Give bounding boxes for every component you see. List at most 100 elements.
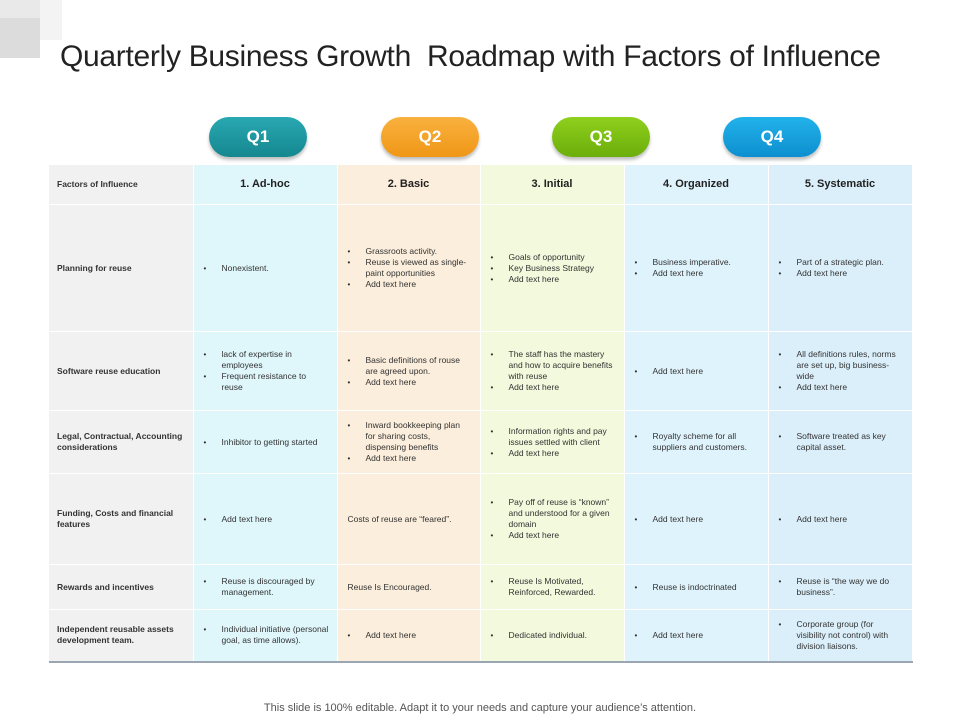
- list-item: Software treated as key capital asset.: [779, 431, 904, 453]
- list-item: Add text here: [348, 630, 472, 641]
- factor-cell: Legal, Contractual, Accounting considera…: [49, 410, 194, 474]
- table-cell: The staff has the mastery and how to acq…: [480, 331, 625, 411]
- bullet-list: Reuse is discouraged by management.: [202, 576, 329, 598]
- list-item: Add text here: [491, 274, 616, 285]
- bullet-list: Individual initiative (personal goal, as…: [202, 624, 329, 646]
- list-item: Add text here: [779, 268, 904, 279]
- list-item: Add text here: [779, 382, 904, 393]
- list-item: Reuse is viewed as single-paint opportun…: [348, 257, 472, 279]
- list-item: Information rights and pay issues settle…: [491, 426, 616, 448]
- table-cell: Individual initiative (personal goal, as…: [193, 609, 338, 663]
- list-item: Grassroots activity.: [348, 246, 472, 257]
- bullet-list: Part of a strategic plan.Add text here: [777, 257, 904, 279]
- bullet-list: Corporate group (for visibility not cont…: [777, 619, 904, 652]
- list-item: Reuse is indoctrinated: [635, 582, 760, 593]
- factor-cell: Funding, Costs and financial features: [49, 473, 194, 565]
- table-cell: All definitions rules, norms are set up,…: [768, 331, 913, 411]
- table-cell: Reuse Is Encouraged.: [337, 564, 481, 610]
- factor-header: Factors of Influence: [49, 165, 194, 205]
- cell-text: Reuse Is Encouraged.: [347, 581, 432, 592]
- bullet-list: Royalty scheme for all suppliers and cus…: [633, 431, 760, 453]
- bullet-list: Basic definitions of rouse are agreed up…: [346, 355, 472, 388]
- bullet-list: Add text here: [777, 514, 904, 525]
- list-item: Reuse Is Motivated, Reinforced, Rewarded…: [491, 576, 616, 598]
- table-cell: Add text here: [624, 609, 769, 663]
- bullet-list: Add text here: [346, 630, 472, 641]
- list-item: Frequent resistance to reuse: [204, 371, 329, 393]
- stage-header: 4. Organized: [624, 165, 769, 205]
- list-item: Dedicated individual.: [491, 630, 616, 641]
- table-row: Planning for reuse Nonexistent. Grassroots…: [49, 204, 913, 332]
- table-cell: Reuse is “the way we do business”.: [768, 564, 913, 610]
- list-item: Add text here: [204, 514, 329, 525]
- bullet-list: Information rights and pay issues settle…: [489, 426, 616, 459]
- table-cell: Basic definitions of rouse are agreed up…: [337, 331, 481, 411]
- table-cell: Add text here: [768, 473, 913, 565]
- factor-cell: Rewards and incentives: [49, 564, 194, 610]
- list-item: Add text here: [635, 268, 760, 279]
- list-item: Add text here: [491, 448, 616, 459]
- table-cell: Royalty scheme for all suppliers and cus…: [624, 410, 769, 474]
- corner-decoration: [0, 18, 40, 58]
- list-item: Add text here: [491, 530, 616, 541]
- table-row: Software reuse educationlack of expertis…: [49, 331, 913, 411]
- bullet-list: Add text here: [633, 514, 760, 525]
- table-row: Independent reusable assets development …: [49, 609, 913, 663]
- table-header-row: Factors of Influence 1. Ad-hoc 2. Basic …: [49, 165, 913, 205]
- list-item: Add text here: [348, 279, 472, 290]
- list-item: Business imperative.: [635, 257, 760, 268]
- list-item: Add text here: [491, 382, 616, 393]
- stage-header: 1. Ad-hoc: [193, 165, 338, 205]
- table-row: Legal, Contractual, Accounting considera…: [49, 410, 913, 474]
- list-item: Reuse is discouraged by management.: [204, 576, 329, 598]
- quarter-pill-q2: Q2: [381, 117, 479, 157]
- table-cell: Inhibitor to getting started: [193, 410, 338, 474]
- table-cell: Grassroots activity.Reuse is viewed as s…: [337, 204, 481, 332]
- list-item: Basic definitions of rouse are agreed up…: [348, 355, 472, 377]
- table-cell: Add text here: [337, 609, 481, 663]
- quarter-pill-q1: Q1: [209, 117, 307, 157]
- bullet-list: Add text here: [633, 630, 760, 641]
- bullet-list: Business imperative.Add text here: [633, 257, 760, 279]
- factor-cell: Independent reusable assets development …: [49, 609, 194, 663]
- table-cell: Pay off of reuse is “known” and understo…: [480, 473, 625, 565]
- factor-cell: Planning for reuse: [49, 204, 194, 332]
- list-item: Goals of opportunity: [491, 252, 616, 263]
- list-item: Individual initiative (personal goal, as…: [204, 624, 329, 646]
- quarter-pill-q3: Q3: [552, 117, 650, 157]
- table-cell: Corporate group (for visibility not cont…: [768, 609, 913, 663]
- list-item: Add text here: [635, 514, 760, 525]
- list-item: All definitions rules, norms are set up,…: [779, 349, 904, 382]
- list-item: Pay off of reuse is “known” and understo…: [491, 497, 616, 530]
- bullet-list: Goals of opportunityKey Business Strateg…: [489, 252, 616, 285]
- quarter-pill-q4: Q4: [723, 117, 821, 157]
- list-item: Add text here: [348, 377, 472, 388]
- cell-text: Costs of reuse are “feared”.: [347, 513, 452, 524]
- table-cell: Add text here: [624, 473, 769, 565]
- footer-note: This slide is 100% editable. Adapt it to…: [263, 702, 697, 714]
- table-cell: Dedicated individual.: [480, 609, 625, 663]
- bullet-list: Reuse is “the way we do business”.: [777, 576, 904, 598]
- bullet-list: Pay off of reuse is “known” and understo…: [489, 497, 616, 541]
- table-cell: Reuse is discouraged by management.: [193, 564, 338, 610]
- bullet-list: Dedicated individual.: [489, 630, 616, 641]
- list-item: Royalty scheme for all suppliers and cus…: [635, 431, 760, 453]
- table-cell: Reuse Is Motivated, Reinforced, Rewarded…: [480, 564, 625, 610]
- table-cell: Reuse is indoctrinated: [624, 564, 769, 610]
- bullet-list: lack of expertise in employeesFrequent r…: [202, 349, 329, 393]
- bullet-list: Grassroots activity.Reuse is viewed as s…: [346, 246, 472, 290]
- table-cell: Add text here: [624, 331, 769, 411]
- roadmap-table: Factors of Influence 1. Ad-hoc 2. Basic …: [49, 165, 913, 663]
- list-item: Add text here: [348, 453, 472, 464]
- table-cell: lack of expertise in employeesFrequent r…: [193, 331, 338, 411]
- list-item: Inhibitor to getting started: [204, 437, 329, 448]
- table-cell: Information rights and pay issues settle…: [480, 410, 625, 474]
- page-title: Quarterly Business Growth Roadmap with F…: [60, 40, 881, 73]
- bullet-list: Reuse is indoctrinated: [633, 582, 760, 593]
- stage-header: 5. Systematic: [768, 165, 913, 205]
- table-cell: Part of a strategic plan.Add text here: [768, 204, 913, 332]
- bullet-list: The staff has the mastery and how to acq…: [489, 349, 616, 393]
- list-item: Add text here: [635, 366, 760, 377]
- list-item: Reuse is “the way we do business”.: [779, 576, 904, 598]
- list-item: The staff has the mastery and how to acq…: [491, 349, 616, 382]
